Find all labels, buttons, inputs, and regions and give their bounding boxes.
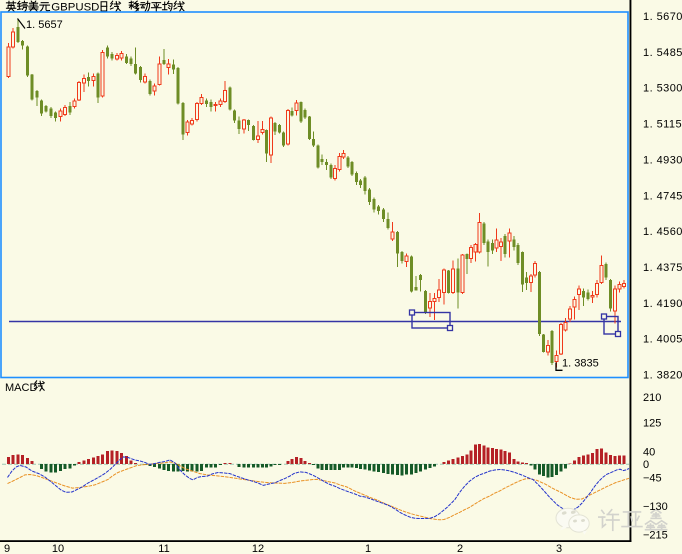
- svg-text:210: 210: [643, 392, 661, 404]
- svg-text:GBPUSD: GBPUSD: [51, 2, 99, 14]
- svg-text:1. 3820: 1. 3820: [643, 370, 682, 382]
- svg-text:1. 4375: 1. 4375: [643, 262, 682, 274]
- svg-text:3: 3: [556, 543, 562, 554]
- svg-text:40: 40: [643, 447, 655, 459]
- svg-text:−130: −130: [643, 501, 668, 513]
- svg-text:1. 4560: 1. 4560: [643, 226, 682, 238]
- svg-text:10: 10: [52, 543, 64, 554]
- svg-text:1. 4930: 1. 4930: [643, 154, 682, 166]
- svg-text:1. 5670: 1. 5670: [643, 11, 682, 23]
- svg-text:1. 4005: 1. 4005: [643, 334, 682, 346]
- svg-text:−45: −45: [643, 473, 662, 485]
- svg-text:MACD: MACD: [5, 382, 37, 394]
- svg-text:1. 5115: 1. 5115: [643, 119, 682, 131]
- svg-text:12: 12: [252, 543, 264, 554]
- svg-text:1. 5300: 1. 5300: [643, 83, 682, 95]
- svg-text:1. 4190: 1. 4190: [643, 298, 682, 310]
- svg-text:2: 2: [457, 543, 463, 554]
- svg-text:1. 4745: 1. 4745: [643, 190, 682, 202]
- svg-text:1: 1: [365, 543, 371, 554]
- svg-text:0: 0: [643, 459, 649, 471]
- svg-text:1. 5657: 1. 5657: [26, 19, 63, 31]
- svg-text:−215: −215: [643, 529, 668, 541]
- svg-text:9: 9: [4, 543, 10, 554]
- svg-text:125: 125: [643, 417, 661, 429]
- svg-text:1. 5485: 1. 5485: [643, 47, 682, 59]
- svg-text:1. 3835: 1. 3835: [562, 358, 599, 370]
- svg-text:11: 11: [158, 543, 169, 554]
